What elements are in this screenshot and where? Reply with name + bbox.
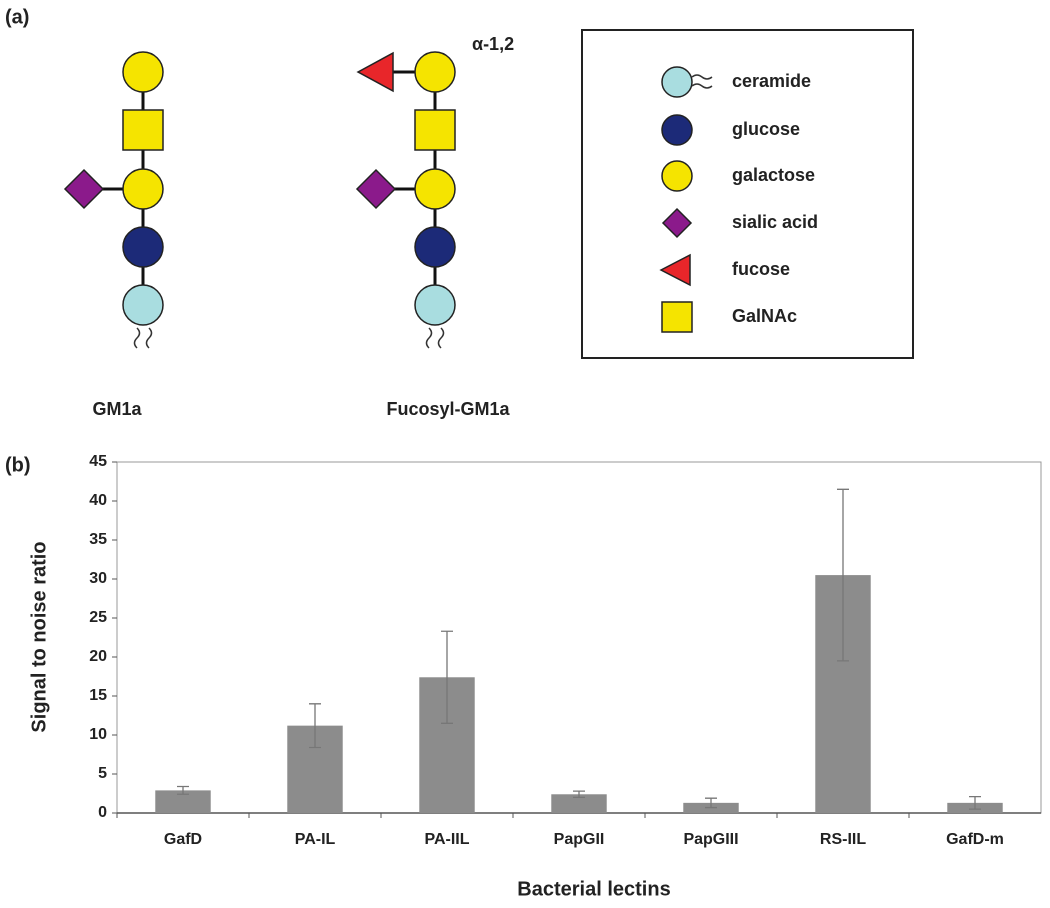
error-bar: [969, 795, 981, 810]
x-tick-label: PapGII: [554, 831, 605, 848]
bar: [551, 794, 607, 813]
ceramide-icon: [661, 66, 693, 98]
sialic-acid-icon: [661, 207, 693, 239]
y-tick-label: 15: [89, 687, 107, 704]
galactose: [122, 168, 164, 210]
glucose: [122, 226, 164, 268]
galactose: [122, 51, 164, 93]
legend-label: GalNAc: [732, 306, 797, 326]
galnac: [122, 109, 164, 151]
galactose-icon: [661, 160, 693, 192]
y-tick-label: 20: [89, 648, 107, 665]
structure-name: Fucosyl-GM1a: [386, 399, 510, 419]
panel-label: (a): [5, 6, 29, 28]
panel-b: (b) Bacterial lectins Signal to noise ra…: [5, 453, 1042, 900]
y-tick-label: 0: [98, 804, 107, 821]
x-tick-label: PapGIII: [683, 831, 738, 848]
plot-frame: [116, 461, 1042, 814]
error-bar: [177, 785, 189, 795]
sialic-acid: [63, 168, 105, 210]
y-tick-label: 35: [89, 531, 107, 548]
x-tick-label: RS-IIL: [820, 831, 866, 848]
linkage-label: α-1,2: [472, 34, 514, 54]
glucose-icon: [661, 114, 693, 146]
x-tick-label: PA-IL: [295, 831, 336, 848]
y-tick-label: 25: [89, 609, 107, 626]
sialic-acid: [355, 168, 397, 210]
panel-label: (b): [5, 454, 31, 476]
ceramide: [122, 284, 164, 326]
bar: [155, 790, 211, 813]
panel-a: (a) α-1,2 GM1a F: [5, 6, 914, 419]
galnac: [414, 109, 456, 151]
error-bar: [309, 703, 321, 749]
lipid-tails: [691, 74, 713, 89]
x-tick-label: GafD: [164, 831, 202, 848]
fucose-icon: [659, 253, 691, 287]
gm1a-structure: [63, 51, 164, 349]
y-tick-label: 10: [89, 726, 107, 743]
structure-name: GM1a: [92, 399, 142, 419]
error-bar: [441, 630, 453, 724]
legend-label: fucose: [732, 259, 790, 279]
x-tick-label: GafD-m: [946, 831, 1004, 848]
lipid-tails: [133, 327, 153, 349]
y-tick-label: 40: [89, 492, 107, 509]
legend-box: [581, 29, 914, 359]
legend-label: galactose: [732, 165, 815, 185]
legend-label: sialic acid: [732, 212, 818, 232]
galnac-icon: [661, 301, 693, 333]
x-tick-label: PA-IIL: [424, 831, 469, 848]
error-bar: [573, 790, 585, 799]
lipid-tails: [425, 327, 445, 349]
galactose: [414, 168, 456, 210]
error-bar: [837, 488, 849, 662]
y-tick-label: 5: [98, 765, 107, 782]
error-bar: [705, 797, 717, 809]
x-axis-title: Bacterial lectins: [517, 878, 670, 900]
fucose: [356, 51, 394, 93]
galactose: [414, 51, 456, 93]
y-tick-label: 30: [89, 570, 107, 587]
legend-label: glucose: [732, 119, 800, 139]
y-axis-title: Signal to noise ratio: [28, 541, 50, 732]
y-tick-label: 45: [89, 453, 107, 470]
legend: ceramide glucose galactose sialic acid f…: [581, 29, 914, 359]
glucose: [414, 226, 456, 268]
ceramide: [414, 284, 456, 326]
legend-label: ceramide: [732, 71, 811, 91]
fucosyl-gm1a-structure: α-1,2: [355, 34, 514, 349]
